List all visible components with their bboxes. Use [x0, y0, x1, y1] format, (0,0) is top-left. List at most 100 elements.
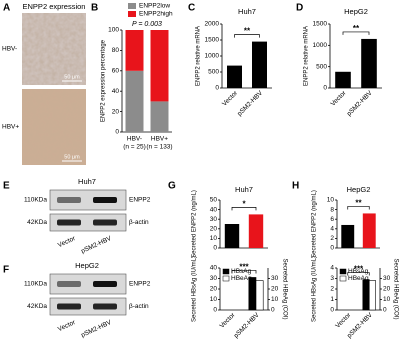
y-tick-label: 50 — [210, 197, 218, 204]
y2-tick-label: 10 — [383, 296, 391, 303]
y2-tick-label: 20 — [383, 286, 391, 293]
panel-letter: H — [292, 181, 299, 192]
y-tick-label: 100 — [108, 27, 119, 34]
blot-band — [93, 197, 117, 203]
micrograph-texture — [22, 13, 86, 85]
y-tick-label: 2000 — [205, 21, 220, 28]
scale-label: 50 μm — [64, 74, 80, 80]
y2-tick-label: 0 — [271, 307, 275, 314]
x-tick-label: pSM2-HBV — [233, 311, 261, 339]
size-label: 110KDa — [24, 197, 47, 204]
x-tick-label: Vector — [219, 311, 238, 330]
blot-strip — [49, 213, 127, 232]
legend-label: ENPP2high — [139, 11, 173, 18]
y-tick-label: 1000 — [205, 53, 220, 60]
blot-band — [57, 197, 81, 203]
panel-letter: A — [3, 3, 10, 14]
legend-swatch — [128, 3, 136, 9]
bar — [368, 280, 376, 311]
y2-tick-label: 10 — [271, 296, 279, 303]
blot-band — [93, 281, 117, 287]
protein-label: β-actin — [129, 219, 149, 226]
y-tick-label: 10 — [210, 296, 218, 303]
y-tick-label: 3 — [330, 275, 334, 282]
bar — [227, 65, 242, 88]
y-tick-label: 1500 — [313, 21, 328, 28]
y-tick-label: 2 — [330, 235, 334, 242]
y-tick-label: 2 — [330, 286, 334, 293]
blot-strip — [49, 189, 127, 211]
significance-bracket — [231, 270, 257, 274]
blot-band — [57, 219, 81, 226]
y-tick-label: 0 — [215, 85, 219, 92]
bar — [362, 213, 376, 248]
x-tick-label: HBV- — [127, 136, 142, 143]
y-tick-label: 20 — [210, 286, 218, 293]
legend-swatch — [339, 268, 347, 275]
y-tick-label: 30 — [210, 216, 218, 223]
y-axis-label: Secreted HBsAg (IU/mL) — [192, 256, 198, 322]
legend-swatch — [222, 268, 230, 275]
protein-label: β-actin — [129, 303, 149, 310]
bar-segment — [125, 70, 144, 132]
blot-title: HepG2 — [75, 261, 99, 270]
panel-title: ENPP2 expression — [23, 2, 86, 11]
legend-label: HBsAg — [231, 268, 252, 275]
y-tick-label: 0 — [213, 245, 217, 252]
bar — [224, 224, 240, 248]
legend-label: HBeAg — [231, 275, 252, 282]
significance: ** — [355, 199, 362, 208]
legend-swatch — [128, 11, 136, 17]
y-axis-label: ENPP2 relative mRNA — [196, 26, 202, 86]
blot-band — [57, 281, 81, 287]
micrograph-texture — [22, 89, 86, 165]
bar-segment — [150, 101, 169, 132]
y-tick-label: 0 — [213, 307, 217, 314]
y-tick-label: 30 — [210, 275, 218, 282]
x-tick-label: HBV+ — [151, 136, 168, 143]
bar-segment — [125, 30, 144, 71]
bar — [255, 280, 264, 311]
panel-letter: B — [91, 3, 98, 14]
y-tick-label: 0 — [330, 307, 334, 314]
legend-label: HBeAg — [348, 275, 369, 282]
x-tick-note: (n = 25) — [123, 144, 146, 151]
significance: *** — [239, 263, 249, 272]
bar — [335, 71, 351, 88]
chart-title: HepG2 — [344, 7, 368, 16]
y-tick-label: 10 — [210, 235, 218, 242]
y-tick-label: 20 — [210, 226, 218, 233]
y2-tick-label: 0 — [383, 307, 387, 314]
significance-bracket — [231, 207, 257, 211]
bar — [362, 279, 370, 311]
y-tick-label: 20 — [112, 108, 120, 115]
significance-bracket — [347, 206, 370, 210]
bar — [361, 38, 377, 88]
panel-letter: E — [3, 181, 10, 192]
chart-title: HepG2 — [347, 185, 371, 194]
bar-segment — [150, 30, 169, 102]
panel-letter: C — [188, 3, 195, 14]
y2-tick-label: 20 — [271, 286, 279, 293]
y2-axis-label: Secreted HBeAg (COI) — [392, 258, 398, 319]
y-tick-label: 1500 — [205, 37, 220, 44]
size-label: 42KDa — [27, 219, 47, 226]
scale-label: 50 μm — [64, 154, 80, 160]
blot-band — [93, 219, 117, 226]
annotation: P = 0.003 — [132, 21, 162, 28]
lane-label: pSM2-HBV — [80, 319, 113, 339]
chart-title: Huh7 — [235, 185, 253, 194]
y-tick-label: 60 — [112, 68, 120, 75]
significance: * — [242, 200, 246, 209]
y-axis-label: Secreted ENPP2 (ng/mL) — [312, 190, 318, 258]
lane-label: Vector — [57, 235, 77, 249]
blot-band — [57, 303, 81, 310]
significance-bracket — [342, 31, 370, 35]
significance: *** — [354, 265, 364, 274]
y-axis-label: ENPP2 expression percentage — [101, 39, 107, 122]
legend-label: HBsAg — [348, 268, 369, 275]
legend-label: ENPP2low — [139, 3, 170, 10]
panel-letter: F — [3, 265, 9, 276]
size-label: 42KDa — [27, 303, 47, 310]
y-axis-label: ENPP2 relative mRNA — [304, 26, 310, 86]
